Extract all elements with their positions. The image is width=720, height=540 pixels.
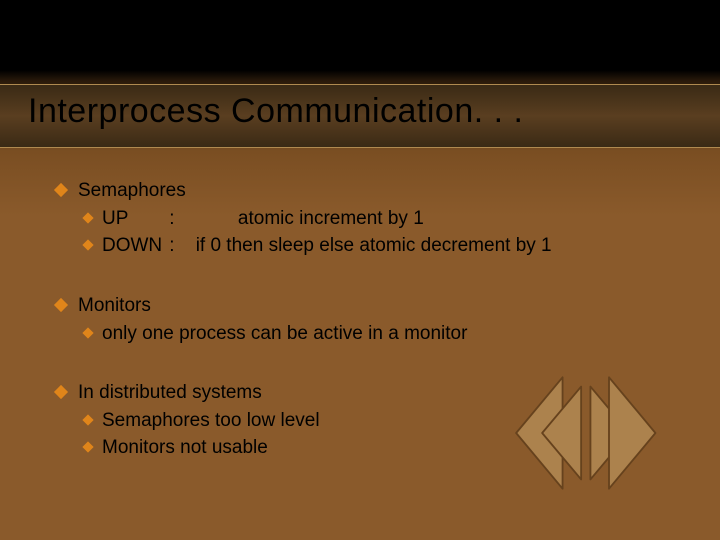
op-label: DOWN bbox=[102, 233, 164, 259]
diamond-icon bbox=[54, 385, 68, 399]
pad bbox=[180, 235, 191, 256]
decorative-arrows-icon bbox=[508, 368, 658, 498]
slide-title: Interprocess Communication. . . bbox=[28, 92, 523, 131]
pad bbox=[180, 208, 233, 229]
sep: : bbox=[169, 235, 174, 256]
list-item: DOWN : if 0 then sleep else atomic decre… bbox=[84, 233, 680, 259]
diamond-icon bbox=[82, 240, 93, 251]
sep: : bbox=[169, 208, 174, 229]
list-item: only one process can be active in a moni… bbox=[84, 321, 680, 347]
diamond-icon bbox=[82, 442, 93, 453]
heading-text: Semaphores bbox=[78, 178, 680, 204]
diamond-icon bbox=[82, 212, 93, 223]
diamond-icon bbox=[54, 183, 68, 197]
heading-text: Monitors bbox=[78, 293, 680, 319]
item-text: only one process can be active in a moni… bbox=[102, 321, 680, 347]
diamond-icon bbox=[82, 327, 93, 338]
item-text: DOWN : if 0 then sleep else atomic decre… bbox=[102, 233, 680, 259]
item-text: UP : atomic increment by 1 bbox=[102, 206, 680, 232]
diamond-icon bbox=[82, 414, 93, 425]
op-desc: if 0 then sleep else atomic decrement by… bbox=[196, 235, 552, 256]
list-item: Monitors bbox=[56, 293, 680, 319]
list-item: Semaphores bbox=[56, 178, 680, 204]
diamond-icon bbox=[54, 298, 68, 312]
block-semaphores: Semaphores UP : atomic increment by 1 DO… bbox=[56, 178, 680, 259]
list-item: UP : atomic increment by 1 bbox=[84, 206, 680, 232]
op-desc: atomic increment by 1 bbox=[238, 208, 424, 229]
slide: Interprocess Communication. . . Semaphor… bbox=[0, 0, 720, 540]
block-monitors: Monitors only one process can be active … bbox=[56, 293, 680, 346]
op-label: UP bbox=[102, 206, 164, 232]
